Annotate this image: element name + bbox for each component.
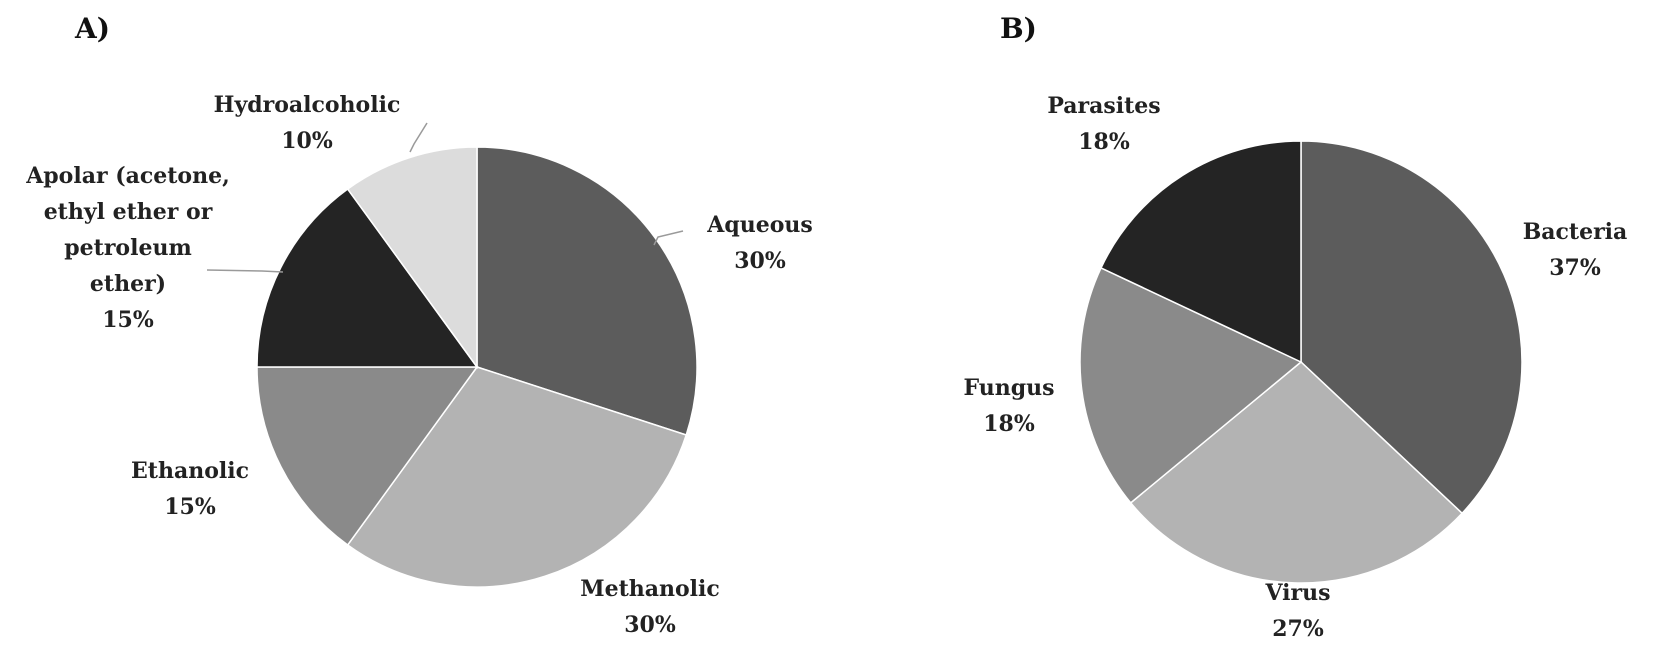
pie-b-slices (1079, 140, 1523, 584)
pie-a-slice-label: Aqueous 30% (706, 212, 813, 274)
pie-a-labels: Aqueous 30% Methanolic 30% Ethanolic 15% Apola… (25, 92, 813, 638)
pie-a-slice-ethanolic (256, 366, 479, 547)
pie-a-slice-label: Methanolic 30% (580, 576, 720, 638)
pie-a-slice-aqueous (476, 146, 698, 436)
pie-b-slice-bacteria (1300, 140, 1523, 515)
pie-a-slice-apolar (256, 187, 479, 368)
pie-chart-a: A) Aqueous 30% Methanolic 30% Ethanolic 15% Ap… (25, 12, 813, 638)
pie-b-labels: Bacteria 37% Virus 27% Fungus 18% Parasites 18% (964, 93, 1628, 642)
pie-a-slice-hydroalcoholic (346, 146, 478, 370)
pie-a-leader-line (409, 122, 428, 153)
panel-label-b: B) (1000, 12, 1037, 45)
pie-a-slices (256, 146, 698, 588)
pie-a-slice-label: Hydroalcoholic 10% (214, 92, 401, 154)
pie-a-leader-line (206, 269, 284, 273)
pie-b-slice-fungus (1079, 266, 1303, 504)
pie-b-slice-label: Virus 27% (1264, 580, 1330, 642)
pie-a-leader-line (653, 230, 684, 246)
pie-b-slice-label: Parasites 18% (1047, 93, 1160, 155)
pie-a-leader-lines (206, 122, 684, 273)
pie-a-slice-label: Apolar (acetone, ethyl ether or petroleum e… (25, 163, 230, 333)
pie-a-slice-label: Ethanolic 15% (131, 458, 249, 520)
pie-chart-b: B) Bacteria 37% Virus 27% Fungus 18% Parasites… (964, 12, 1628, 642)
pie-b-slice-parasites (1100, 140, 1302, 364)
pie-a-slice-methanolic (346, 366, 688, 588)
pie-b-slice-label: Bacteria 37% (1523, 219, 1628, 281)
panel-label-a: A) (74, 12, 110, 45)
pie-b-slice-virus (1129, 361, 1464, 584)
pie-b-slice-label: Fungus 18% (964, 375, 1055, 437)
